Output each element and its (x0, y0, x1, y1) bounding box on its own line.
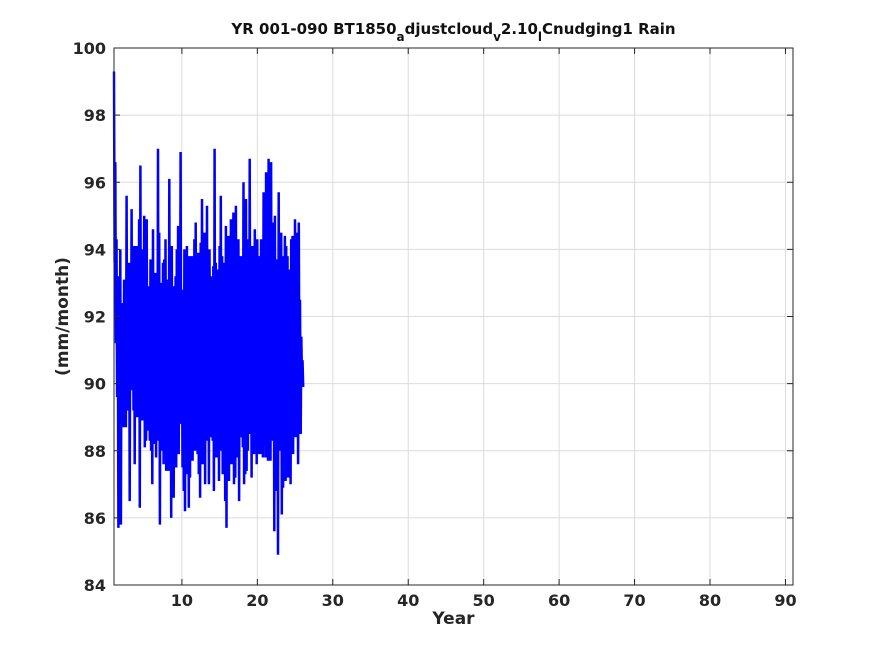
x-tick-label: 90 (774, 591, 796, 610)
x-tick-label: 60 (548, 591, 570, 610)
x-tick-label: 40 (397, 591, 419, 610)
series-line-0 (112, 71, 305, 555)
y-tick-label: 86 (84, 509, 106, 528)
ticks: 10 20 30 40 50 60 70 80 90 84 86 88 90 92 94 96 98 100 (73, 39, 797, 610)
y-tick-label: 90 (84, 375, 106, 394)
series-group (112, 71, 305, 555)
title-subscript: v (493, 30, 501, 44)
x-tick-label: 10 (171, 591, 193, 610)
chart-title: YR 001-090 BT1850adjustcloudv2.10lCnudgi… (230, 20, 675, 44)
y-tick-label: 92 (84, 308, 106, 327)
y-tick-label: 98 (84, 106, 106, 125)
y-axis-label: (mm/month) (53, 257, 73, 376)
y-tick-label: 96 (84, 173, 106, 192)
title-part: 2.10 (501, 20, 538, 38)
y-tick-label: 84 (84, 576, 106, 595)
y-tick-label: 94 (84, 240, 106, 259)
title-subscript: a (397, 30, 405, 44)
y-tick-label: 100 (73, 39, 106, 58)
x-tick-label: 70 (623, 591, 645, 610)
title-subscript: l (538, 30, 542, 44)
x-axis-label: Year (431, 609, 475, 629)
title-part: djustcloud (405, 20, 493, 38)
x-tick-label: 50 (473, 591, 495, 610)
title-part: Cnudging1 Rain (542, 20, 676, 38)
x-tick-label: 30 (322, 591, 344, 610)
x-tick-label: 80 (699, 591, 721, 610)
title-part: YR 001-090 BT1850 (230, 20, 396, 38)
x-tick-label: 20 (246, 591, 268, 610)
y-tick-label: 88 (84, 442, 106, 461)
